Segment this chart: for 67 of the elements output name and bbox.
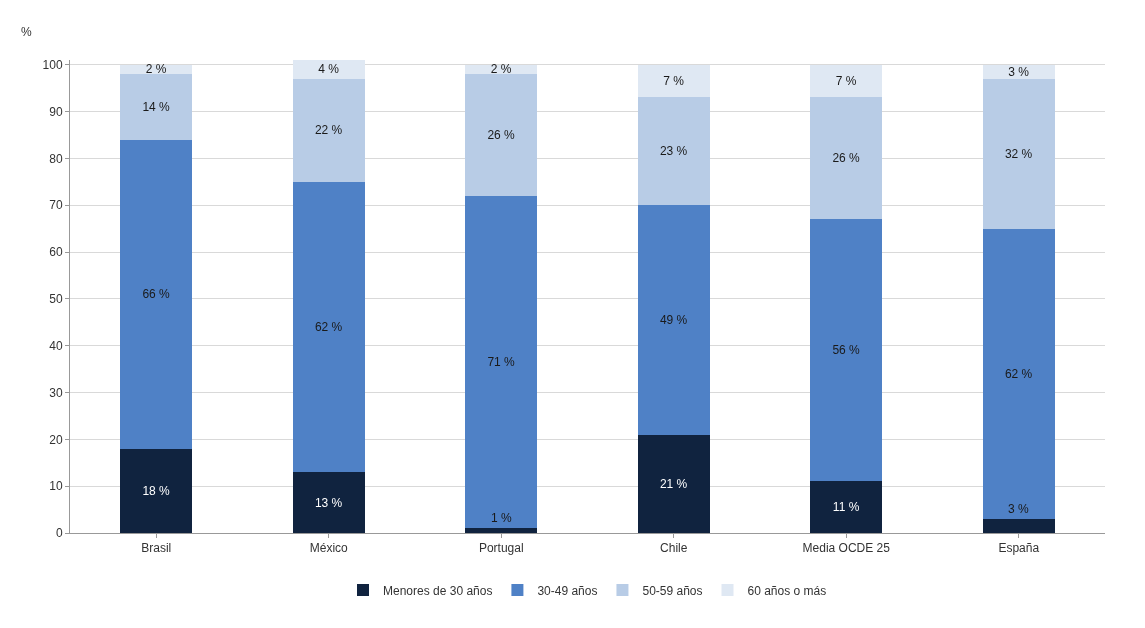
data-label: 56 %	[832, 343, 861, 358]
data-label: 11 %	[832, 500, 860, 515]
y-tick-label: 0	[55, 526, 63, 541]
y-tick-label: 50	[49, 292, 63, 307]
bar	[120, 74, 193, 140]
bar	[292, 60, 365, 79]
x-tick-label: Chile	[660, 541, 688, 556]
y-tick-label: 80	[49, 151, 63, 166]
data-label: 14 %	[142, 99, 171, 114]
bar	[120, 448, 193, 533]
bar	[637, 97, 710, 206]
y-tick-label: 70	[49, 198, 63, 213]
data-label: 13 %	[314, 495, 343, 510]
y-tick-label: 60	[49, 245, 63, 260]
data-label: 18 %	[142, 483, 171, 498]
bar	[810, 64, 883, 98]
y-tick-label: 10	[49, 479, 63, 494]
data-label: 49 %	[659, 312, 688, 327]
y-tick-label: 40	[49, 338, 63, 353]
data-label: 26 %	[487, 127, 516, 142]
data-label: 2 %	[145, 62, 167, 77]
data-label: 62 %	[1004, 366, 1033, 381]
data-label: 7 %	[663, 74, 685, 89]
y-tick-label: 90	[49, 104, 63, 119]
bar	[810, 97, 883, 220]
data-label: 26 %	[832, 151, 861, 166]
x-tick-label: Media OCDE 25	[802, 541, 891, 556]
y-tick-label: 30	[49, 385, 63, 400]
data-label: 21 %	[659, 476, 688, 491]
data-label: 23 %	[659, 144, 688, 159]
data-label: 32 %	[1004, 146, 1033, 161]
bar	[637, 434, 710, 533]
bar	[465, 528, 538, 533]
bar	[810, 219, 883, 482]
bar	[810, 481, 883, 533]
legend-label: 50-59 años	[642, 583, 703, 598]
x-tick-label: Portugal	[478, 541, 524, 556]
y-tick-label: 100	[42, 57, 63, 72]
bar	[120, 139, 193, 449]
data-label: 22 %	[314, 123, 343, 138]
x-tick-label: Brasil	[141, 541, 172, 556]
y-axis-title: %	[21, 25, 32, 39]
data-label: 3 %	[1008, 502, 1030, 516]
legend-label: 60 años o más	[747, 583, 827, 598]
bar	[292, 472, 365, 533]
bar	[982, 518, 1055, 533]
bar	[292, 78, 365, 182]
data-label: 1 %	[491, 511, 513, 525]
data-label: 66 %	[142, 287, 171, 302]
x-tick-label: México	[309, 541, 349, 556]
bar	[465, 195, 538, 529]
data-label: 3 %	[1008, 64, 1030, 79]
legend-label: 30-49 años	[537, 583, 598, 598]
bar	[982, 78, 1055, 229]
bar	[982, 228, 1055, 519]
data-label: 71 %	[487, 355, 516, 370]
data-label: 62 %	[314, 319, 343, 334]
bar	[292, 181, 365, 473]
bar	[637, 205, 710, 435]
data-label: 4 %	[318, 62, 340, 77]
data-label: 7 %	[835, 74, 857, 89]
bar	[637, 64, 710, 98]
data-label: 2 %	[490, 62, 512, 77]
legend-label: Menores de 30 años	[383, 583, 493, 598]
bar	[465, 74, 538, 196]
y-tick-label: 20	[49, 432, 63, 447]
x-tick-label: España	[998, 541, 1040, 556]
